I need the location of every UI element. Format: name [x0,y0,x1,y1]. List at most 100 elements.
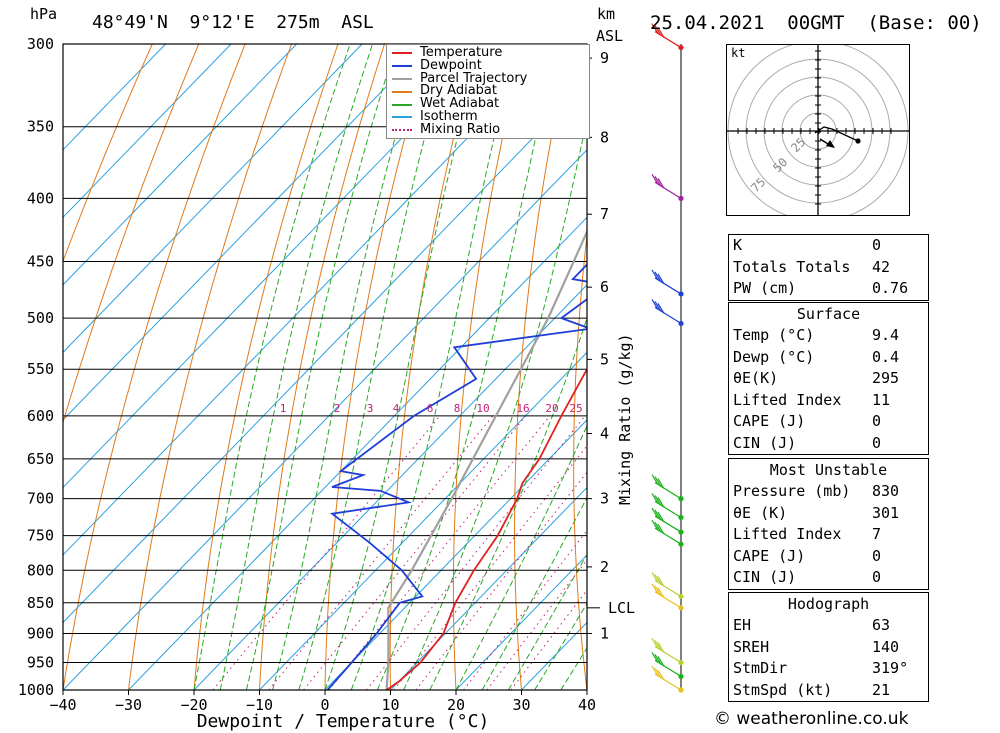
wind-level-dot [678,496,684,502]
dry-adiabat [63,44,246,690]
wind-level-dot [678,659,684,666]
wind-level-dot [678,514,684,521]
dry-adiabat [988,44,1000,690]
dry-adiabat [63,44,153,263]
wind-barb-flag [657,178,665,189]
wind-barb-flag [657,511,665,523]
pressure-tick-label: 650 [27,450,54,468]
wind-barb-flag [654,176,662,187]
pressure-unit: hPa [30,5,58,23]
index-value: 0.76 [872,279,909,297]
legend-swatch [392,52,412,55]
dry-adiabat [941,44,1000,690]
index-label: Totals Totals [733,257,851,276]
most-unstable-label: Lifted Index [733,525,842,543]
wind-barb [654,277,682,295]
wind-barb-flag [651,665,659,677]
legend-item: Wet Adiabat [387,97,589,111]
wind-barb-flag [654,585,662,597]
hodograph-stat-label: StmSpd (kt) [733,680,833,699]
most-unstable-value: 830 [872,482,900,500]
km-tick-label: 7 [600,205,609,223]
wind-barb-flag [651,174,659,185]
hodograph-stat-title: Hodograph [787,595,870,613]
wind-barb-flag [654,667,662,679]
hodograph-stat-row: StmSpd (kt) 21 [729,680,928,702]
wind-barb-flag [651,583,659,595]
wind-barb-flag [651,269,659,281]
wet-adiabat [455,424,587,690]
mixing-ratio-label: 1 [280,402,287,415]
wind-level-dot [678,605,684,611]
dewpoint-profile [326,263,587,690]
hodograph-stat-value: 140 [872,637,900,656]
wind-barb-flag [657,27,665,38]
mixing-ratio-line [393,445,587,690]
wind-level-dot [678,687,684,693]
wind-barb-flag [651,23,659,34]
wind-barb-flag [651,652,659,663]
wind-level-dot [678,593,684,600]
wind-barb-flag [654,654,662,665]
hodograph-end-dot [855,138,861,144]
wind-barb-flag [651,493,659,504]
x-tick-label: 30 [512,696,530,714]
wind-barb [654,500,682,518]
index-value: 0 [872,236,882,254]
wind-barb-flag [657,523,665,535]
pressure-tick-label: 750 [27,527,54,545]
dry-adiabat [259,44,385,690]
km-tick-label: 1 [600,624,609,642]
surface-row: Dewp (°C) 0.4 [729,347,928,369]
legend-swatch [392,77,412,80]
wind-barb [654,673,682,691]
pressure-tick-label: 400 [27,189,54,207]
wind-barb-flag [651,507,659,519]
station-location: 48°49'N 9°12'E 275m ASL [92,12,374,33]
hodograph-ring-label: 25 [788,135,808,155]
most-unstable-label: Pressure (mb) [733,482,851,500]
wind-barb-flag [651,299,659,310]
isotherm-line [63,44,363,354]
hodograph: 25 50 75 kt [726,44,910,216]
legend-swatch [392,129,412,132]
mixing-ratio-label: 3 [367,402,374,415]
wind-level-dot [678,44,684,51]
mixing-ratio-label: 6 [427,402,434,415]
index-label: K [733,236,743,254]
isotherm-line [128,216,587,690]
wind-barb-flag [654,509,662,521]
wind-level-dot [678,529,684,535]
index-row: Totals Totals 42 [729,257,928,279]
wind-barb-flag [657,587,665,599]
hodograph-stat-row: SREH 140 [729,637,928,659]
datetime: 25.04.2021 00GMT (Base: 00) [650,12,982,34]
legend-item: Dewpoint [387,59,589,73]
x-axis-title: Dewpoint / Temperature (°C) [197,711,490,732]
mixing-ratio-label: 10 [476,402,489,415]
isotherm-line [63,44,559,556]
x-tick-label: −30 [115,696,142,714]
most-unstable-title: Most Unstable [769,461,888,479]
legend-swatch [392,116,412,119]
hodograph-ring-label: 50 [770,155,790,175]
wind-barb-flag [654,521,662,533]
km-tick-label: 3 [600,490,609,508]
wet-adiabat [298,44,452,690]
height-unit: km [597,5,616,23]
legend-label: Dry Adiabat [420,83,497,99]
wind-barb [654,591,682,609]
wind-barb-flag [657,576,665,587]
wind-barb-flag [651,519,659,531]
most-unstable-label: CIN (J) [733,568,797,586]
surface-label: Temp (°C) [733,326,815,344]
wind-barb-flag [657,497,665,508]
pressure-tick-label: 850 [27,594,54,612]
wind-level-dot [678,320,684,327]
hodograph-stat-label: EH [733,616,752,634]
wind-barb-flag [657,669,665,681]
legend-item: Isotherm [387,110,589,124]
wind-barb-flag [654,301,662,312]
isotherm-line [63,44,494,489]
